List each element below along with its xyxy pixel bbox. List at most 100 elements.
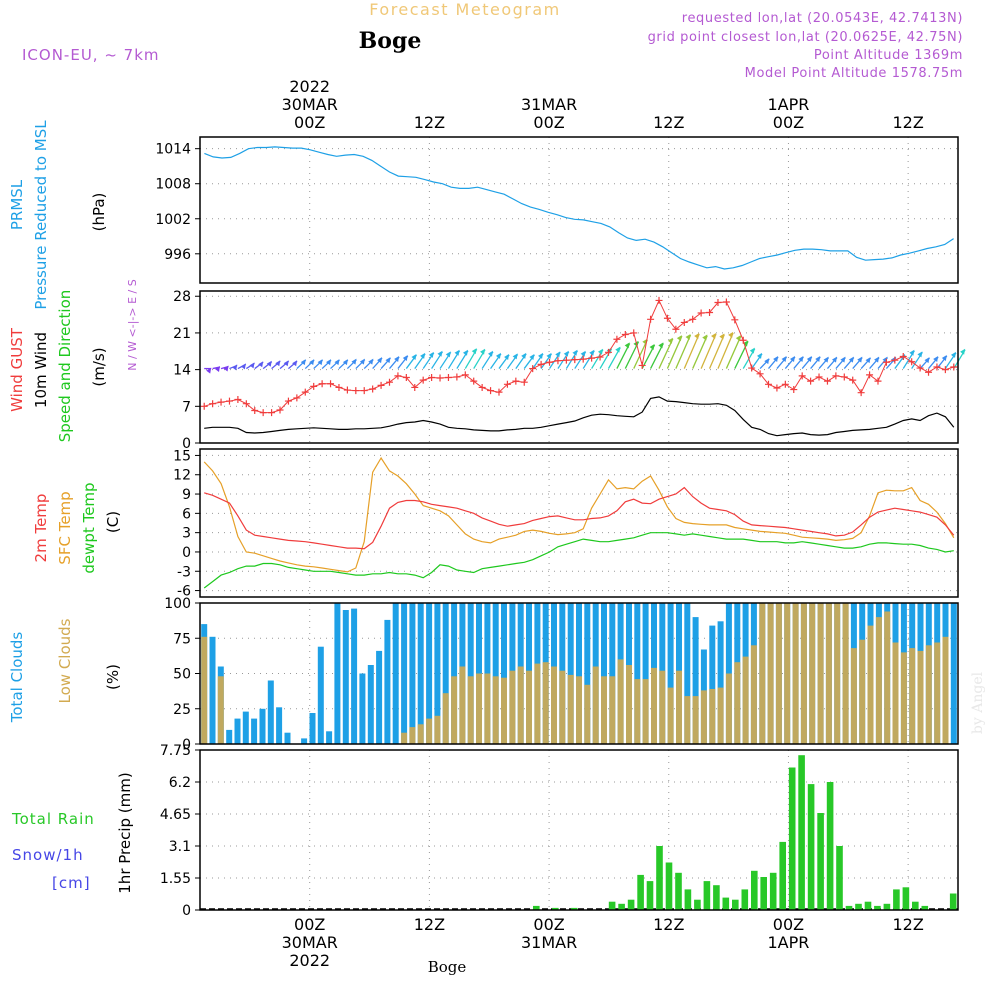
y-tick-label: 14 [173, 363, 191, 379]
low-cloud-bar [567, 674, 574, 744]
total-cloud-bar [584, 603, 591, 744]
wind-arrow [928, 356, 939, 369]
low-cloud-bar [517, 666, 524, 744]
low-cloud-bar [884, 611, 891, 744]
low-cloud-bar [875, 617, 882, 744]
wind-arrow-head [848, 356, 854, 363]
gust-marker [823, 377, 831, 385]
y-tick-label: 6 [182, 506, 191, 522]
wind-arrow [843, 356, 855, 369]
wind-unit: (m/s) [90, 347, 108, 386]
gust-marker [209, 400, 217, 408]
total-cloud-bar [334, 603, 341, 744]
precip-bar [703, 881, 711, 910]
low-cloud-bar [784, 603, 791, 744]
bottom-tick-label: 00Z [294, 915, 325, 934]
precip-bar [798, 755, 805, 910]
wind-arrow-head [546, 352, 552, 359]
gust-marker [596, 353, 604, 361]
wind-arrow-head [275, 360, 281, 367]
gust-marker [495, 388, 503, 396]
wind-arrow-head [676, 335, 682, 342]
y-tick-label: 3.1 [169, 839, 191, 855]
gust-marker [571, 356, 579, 364]
gust-marker [554, 357, 562, 365]
gust-marker [798, 372, 806, 380]
precip-bar [826, 782, 834, 910]
low-cloud-bar [700, 690, 707, 744]
low-cloud-bar [551, 666, 557, 744]
gust-marker [301, 388, 309, 396]
total-cloud-bar [442, 603, 449, 744]
wind-arrow [397, 354, 409, 369]
wind-arrow [304, 359, 315, 370]
gust-marker [697, 309, 705, 317]
wind-arrow [574, 350, 587, 369]
low-cloud-bar [401, 732, 408, 744]
wind-arrow-head [580, 350, 586, 357]
wind-arrow [768, 356, 779, 369]
total-cloud-bar [567, 603, 574, 744]
wind-arrow [818, 356, 830, 369]
wind-arrow [262, 360, 273, 370]
low-cloud-bar [201, 636, 208, 744]
gust-marker [310, 382, 318, 390]
wind-arrow-head [960, 348, 966, 355]
gust-marker [722, 298, 730, 306]
wind-arrow [869, 356, 880, 369]
wind-arrow [751, 352, 763, 369]
gust-label: Wind GUST [8, 327, 26, 412]
low-cloud-bar [509, 670, 516, 744]
low-cloud-bar [559, 670, 566, 744]
sfc-temp-line [203, 456, 955, 573]
top-tick-label: 00Z [773, 113, 804, 132]
wind-arrow-head [512, 353, 518, 360]
wind-arrow [321, 359, 332, 370]
gust-marker [562, 356, 570, 364]
gust-marker [765, 380, 772, 388]
low-cloud-bar [592, 666, 599, 744]
panel-3: 15 12 9 6 3 0 -3 -6 [173, 448, 959, 600]
wind-arrow-head [719, 333, 725, 340]
wind-arrow-head [624, 342, 630, 349]
gust-marker [487, 387, 495, 395]
wind-arrow [346, 358, 357, 370]
wind-arrow [725, 335, 742, 369]
wind-arrow-head [933, 356, 939, 363]
gust-marker [461, 371, 469, 379]
wind-arrow [212, 366, 221, 372]
wind-compass: N / W <-|-> E / S [126, 279, 139, 371]
wind-arrow-shaft [633, 339, 648, 369]
wind-arrow-head [420, 352, 426, 359]
low-cloud-bar [825, 603, 832, 744]
total-cloud-bar [434, 603, 441, 744]
wind-arrow-head [865, 357, 871, 364]
wind-arrow-head [823, 356, 829, 363]
precip-bar [769, 872, 777, 910]
low-cloud-bar [892, 642, 899, 744]
wind-arrow-shaft [683, 333, 700, 369]
low-cloud-bar [742, 656, 749, 744]
wind-arrow-head [368, 358, 374, 365]
low-cloud-bar [651, 667, 657, 744]
temp-label: 2m Temp [32, 494, 50, 563]
y-tick-label: -6 [177, 584, 191, 600]
wind-arrow [279, 360, 290, 370]
wind-arrow-head [597, 348, 603, 355]
wind-arrow-head [394, 356, 400, 363]
y-tick-label: 28 [173, 289, 191, 305]
total-cloud-bar [634, 603, 641, 744]
wind-arrow-head [743, 340, 749, 347]
wind-arrow-head [385, 357, 391, 364]
wind-arrow-head [249, 362, 255, 369]
top-year-label: 2022 [289, 77, 330, 96]
panel-1: 1014 1008 1002 996 [155, 136, 959, 284]
wind-arrow [666, 335, 683, 369]
low-cloud-bar [584, 684, 591, 744]
y-tick-label: 6.2 [169, 775, 191, 791]
wind-arrow [481, 350, 494, 369]
low-cloud-bar [467, 676, 474, 744]
total-cloud-bar [709, 625, 716, 744]
low-cloud-bar [850, 648, 857, 744]
